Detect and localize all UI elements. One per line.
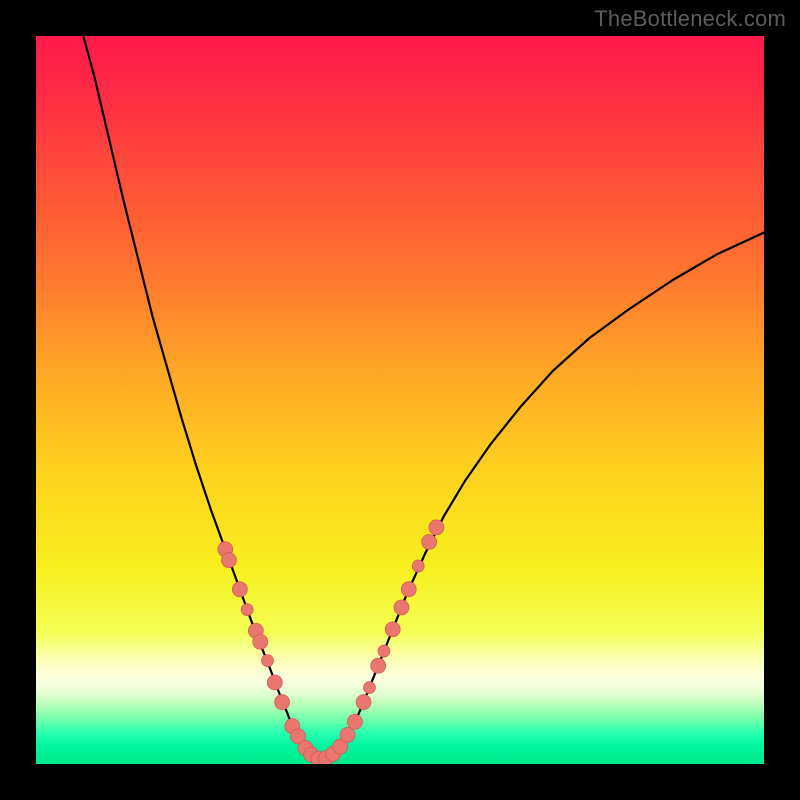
data-marker (378, 645, 390, 657)
data-marker (422, 534, 437, 549)
data-marker (262, 655, 274, 667)
chart-stage: TheBottleneck.com (0, 0, 800, 800)
plot-background-gradient (36, 36, 764, 764)
data-marker (385, 622, 400, 637)
data-marker (401, 582, 416, 597)
watermark-text: TheBottleneck.com (594, 6, 786, 32)
data-marker (347, 714, 362, 729)
data-marker (371, 658, 386, 673)
data-marker (412, 560, 424, 572)
data-marker (267, 675, 282, 690)
data-marker (221, 553, 236, 568)
data-marker (232, 582, 247, 597)
data-marker (394, 600, 409, 615)
data-marker (363, 682, 375, 694)
bottleneck-chart (0, 0, 800, 800)
data-marker (429, 520, 444, 535)
data-marker (356, 695, 371, 710)
data-marker (340, 727, 355, 742)
data-marker (241, 604, 253, 616)
data-marker (253, 634, 268, 649)
data-marker (275, 695, 290, 710)
